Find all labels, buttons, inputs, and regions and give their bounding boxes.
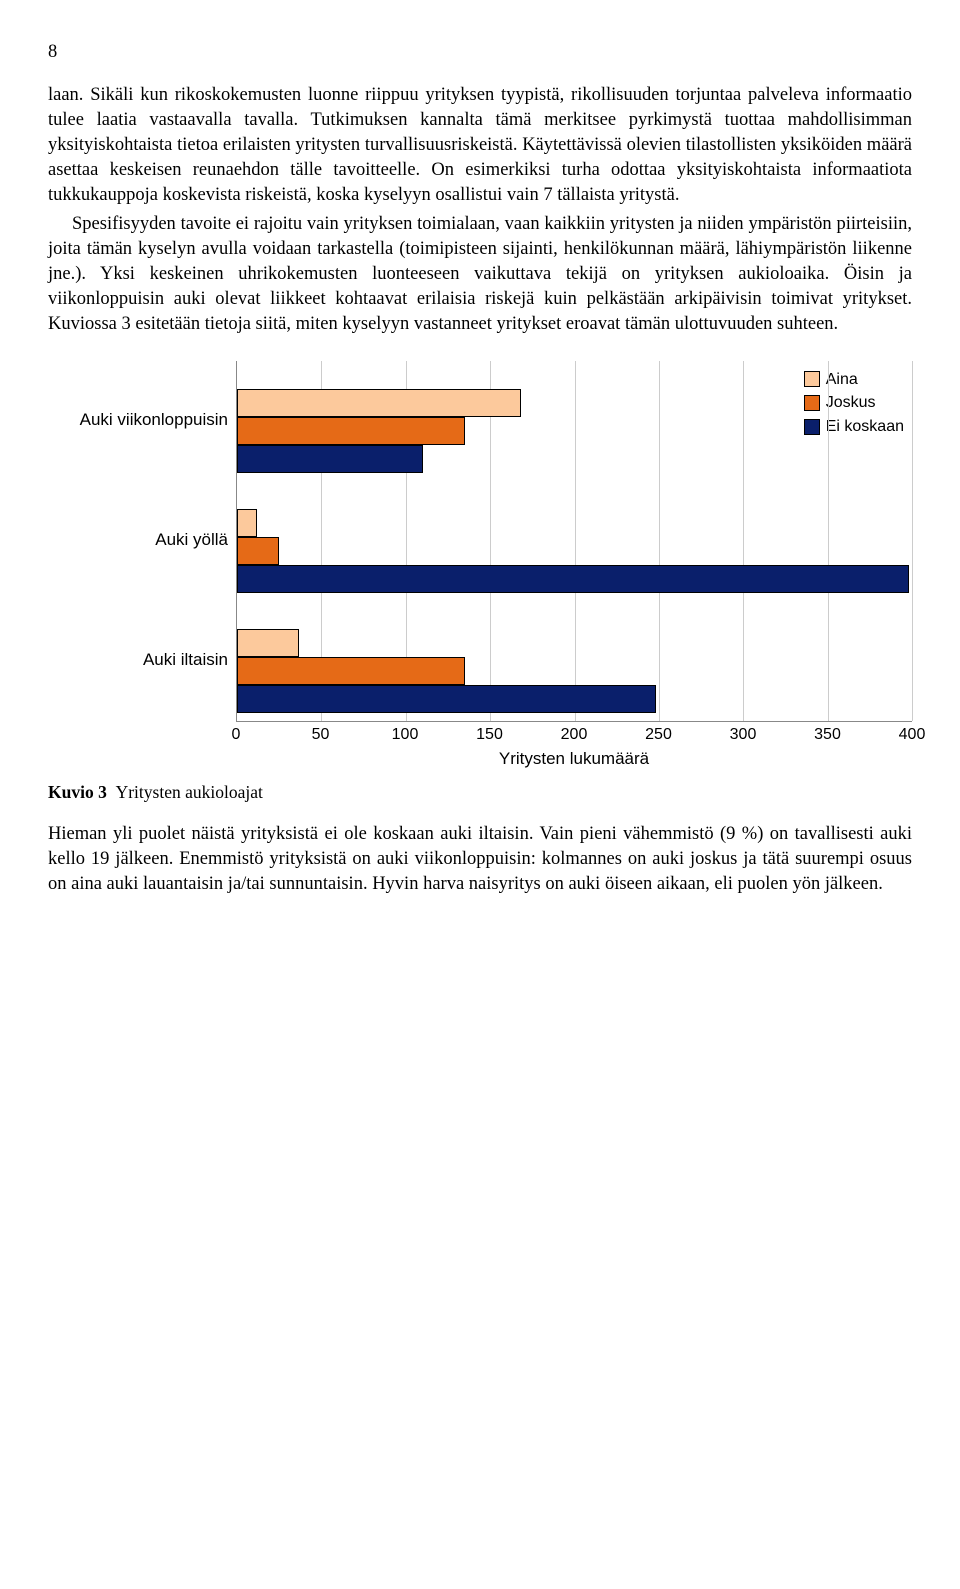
bar [237, 389, 521, 417]
x-tick: 100 [392, 724, 419, 746]
bar [237, 565, 909, 593]
x-axis-title: Yritysten lukumäärä [236, 748, 912, 771]
x-axis: 050100150200250300350400 [236, 724, 912, 746]
cat-label-iltaisin: Auki iltaisin [48, 601, 228, 721]
bar [237, 657, 465, 685]
paragraph-3: Hieman yli puolet näistä yrityksistä ei … [48, 822, 912, 897]
plot-box: Aina Joskus Ei koskaan [236, 361, 912, 722]
x-tick: 0 [232, 724, 241, 746]
page-number: 8 [48, 40, 912, 65]
bar-group [237, 371, 912, 491]
x-tick: 250 [645, 724, 672, 746]
x-tick: 200 [561, 724, 588, 746]
x-tick: 50 [312, 724, 330, 746]
bar [237, 509, 257, 537]
caption-text: Yritysten aukioloajat [116, 782, 263, 802]
x-tick: 400 [899, 724, 926, 746]
plot-column: Aina Joskus Ei koskaan 05010015020025030… [236, 361, 912, 771]
paragraph-2: Spesifisyyden tavoite ei rajoitu vain yr… [48, 212, 912, 337]
paragraph-1: laan. Sikäli kun rikoskokemusten luonne … [48, 83, 912, 208]
x-tick: 300 [730, 724, 757, 746]
opening-hours-chart: Auki viikonloppuisin Auki yöllä Auki ilt… [48, 361, 912, 771]
bar-group [237, 611, 912, 731]
bar [237, 445, 423, 473]
bar [237, 417, 465, 445]
y-axis-labels: Auki viikonloppuisin Auki yöllä Auki ilt… [48, 361, 236, 721]
x-tick: 350 [814, 724, 841, 746]
bar [237, 685, 656, 713]
bar [237, 629, 299, 657]
caption-label: Kuvio 3 [48, 782, 107, 802]
x-tick: 150 [476, 724, 503, 746]
figure-caption: Kuvio 3 Yritysten aukioloajat [48, 781, 912, 805]
chart-area: Auki viikonloppuisin Auki yöllä Auki ilt… [48, 361, 912, 771]
bar-group [237, 491, 912, 611]
grid-line [912, 361, 913, 721]
cat-label-viikonloppuisin: Auki viikonloppuisin [48, 361, 228, 481]
cat-label-yolla: Auki yöllä [48, 481, 228, 601]
bar [237, 537, 279, 565]
